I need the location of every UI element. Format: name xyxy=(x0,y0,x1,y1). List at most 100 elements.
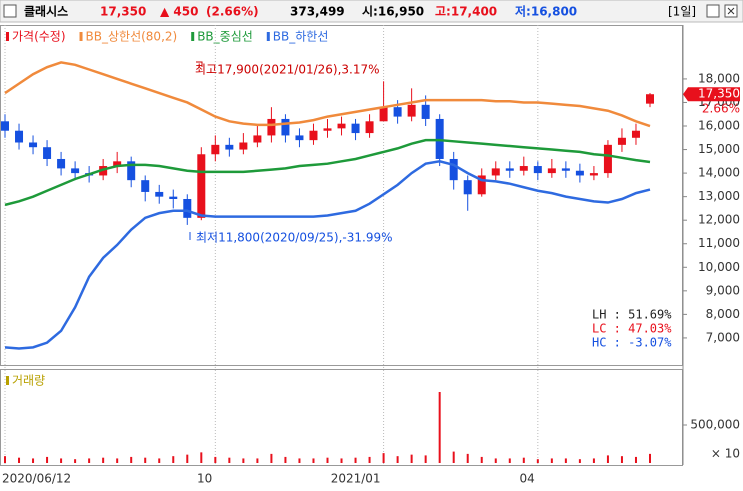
legend-label[interactable]: 가격(수정) xyxy=(12,30,66,44)
price-tag-box xyxy=(683,87,740,102)
volume-bar xyxy=(326,457,329,463)
legend-label[interactable]: BB_중심선 xyxy=(197,30,253,44)
candle-body xyxy=(71,168,80,174)
candle-body xyxy=(379,107,388,122)
candle-body xyxy=(365,121,374,134)
y-tick-label: 12,000 xyxy=(698,213,740,227)
y-tick-label: 10,000 xyxy=(698,260,740,274)
y-tick-label: 8,000 xyxy=(706,307,740,321)
y-tick-label: 14,000 xyxy=(698,166,740,180)
candle-body xyxy=(113,161,122,167)
volume-bar xyxy=(46,456,49,463)
candle-body xyxy=(407,104,416,117)
candle-body xyxy=(631,130,640,138)
legend-label[interactable]: BB_상한선(80,2) xyxy=(86,30,178,44)
volume-bar xyxy=(214,456,217,463)
volume-bar xyxy=(270,453,273,463)
volume-bar xyxy=(368,456,371,463)
volume-bar xyxy=(200,452,203,463)
band-line xyxy=(4,138,651,207)
candle-body xyxy=(449,158,458,181)
volume-bar xyxy=(242,458,245,463)
high: 고:17,400 xyxy=(435,5,497,19)
candle-body xyxy=(603,144,612,174)
volume-bar xyxy=(508,458,511,463)
volume-bar xyxy=(116,458,119,463)
volume-bar xyxy=(88,458,91,463)
close-icon xyxy=(727,7,735,15)
candle-body xyxy=(505,168,514,171)
volume-bar xyxy=(564,458,567,463)
candle-body xyxy=(1,121,9,131)
candle-body xyxy=(323,128,332,131)
legend-swatch xyxy=(266,32,270,41)
volume-bar xyxy=(494,458,497,463)
volume-bar xyxy=(172,456,175,463)
volume-bar xyxy=(130,456,133,463)
candle-body xyxy=(421,104,430,119)
legend-swatch xyxy=(79,32,83,41)
candle-body xyxy=(15,130,24,143)
stat-label: HC : -3.07% xyxy=(592,336,672,350)
candle-body xyxy=(309,130,318,141)
candle-body xyxy=(211,144,220,155)
volume-bar xyxy=(60,458,63,463)
candle-body xyxy=(617,137,626,145)
stock-name: 클래시스 xyxy=(24,4,68,19)
volume-bar xyxy=(158,458,161,463)
candle-body xyxy=(169,196,178,200)
volume-title: 거래량 xyxy=(12,374,45,388)
candle-body xyxy=(239,142,248,150)
candle-body xyxy=(533,166,542,174)
window-button[interactable] xyxy=(706,4,720,18)
y-tick-label: 13,000 xyxy=(698,189,740,203)
volume-bar xyxy=(606,455,609,463)
high-annotation: 최고17,900(2021/01/26),3.17% xyxy=(195,63,380,77)
candle-body xyxy=(491,168,500,176)
candle-body xyxy=(267,118,276,136)
candle-body xyxy=(225,144,234,150)
legend-swatch xyxy=(6,376,9,385)
candle-body xyxy=(589,173,598,176)
x-tick-label: 2020/06/12 xyxy=(2,472,71,486)
price-tag-pct: 2.66% xyxy=(702,102,740,116)
candle-body xyxy=(646,94,654,104)
volume-bar xyxy=(312,458,315,463)
volume-bar xyxy=(354,457,357,463)
candle-body xyxy=(393,107,402,117)
volume-bar xyxy=(32,458,35,463)
header-bar xyxy=(0,0,743,23)
candle-body xyxy=(519,166,528,171)
volume-bar xyxy=(144,457,147,463)
volume-bar xyxy=(424,455,427,463)
y-tick-label: 15,000 xyxy=(698,142,740,156)
legend-swatch xyxy=(6,32,9,41)
period[interactable]: [1일] xyxy=(668,5,696,19)
x-tick-label: 04 xyxy=(520,472,535,486)
x-tick-label: 2021/01 xyxy=(331,472,381,486)
volume-bar xyxy=(382,453,385,463)
change-pct: (2.66%) xyxy=(206,5,259,19)
candle-body xyxy=(477,175,486,195)
legend-label[interactable]: BB_하한선 xyxy=(273,30,329,44)
volume-bar xyxy=(256,458,259,463)
y-tick-label: 7,000 xyxy=(706,330,740,344)
checkbox[interactable] xyxy=(3,4,17,18)
price-panel xyxy=(0,25,683,366)
high-arrow xyxy=(196,61,203,67)
volume-bar xyxy=(410,454,413,463)
y-tick-label: 500,000 xyxy=(690,417,740,431)
low-annotation: 최저11,800(2020/09/25),-31.99% xyxy=(196,231,393,245)
volume-bar xyxy=(536,459,539,463)
candle-body xyxy=(351,123,360,134)
y-tick-label: 11,000 xyxy=(698,236,740,250)
candle-body xyxy=(197,154,206,218)
volume-bar xyxy=(578,459,581,463)
x-tick-label: 10 xyxy=(197,472,212,486)
candle-body xyxy=(43,147,52,159)
volume-bar xyxy=(649,453,651,463)
volume-bar xyxy=(452,451,455,463)
candle-body xyxy=(295,135,304,141)
volume-bar xyxy=(396,456,399,463)
